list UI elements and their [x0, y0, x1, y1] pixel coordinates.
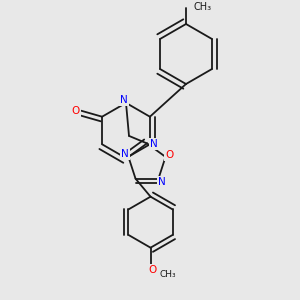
Text: O: O	[165, 150, 173, 161]
Text: N: N	[150, 139, 158, 149]
Text: N: N	[120, 95, 128, 105]
Text: N: N	[158, 177, 165, 187]
Text: O: O	[72, 106, 80, 116]
Text: CH₃: CH₃	[160, 270, 176, 279]
Text: CH₃: CH₃	[194, 2, 211, 13]
Text: O: O	[148, 265, 156, 275]
Text: N: N	[121, 149, 129, 159]
